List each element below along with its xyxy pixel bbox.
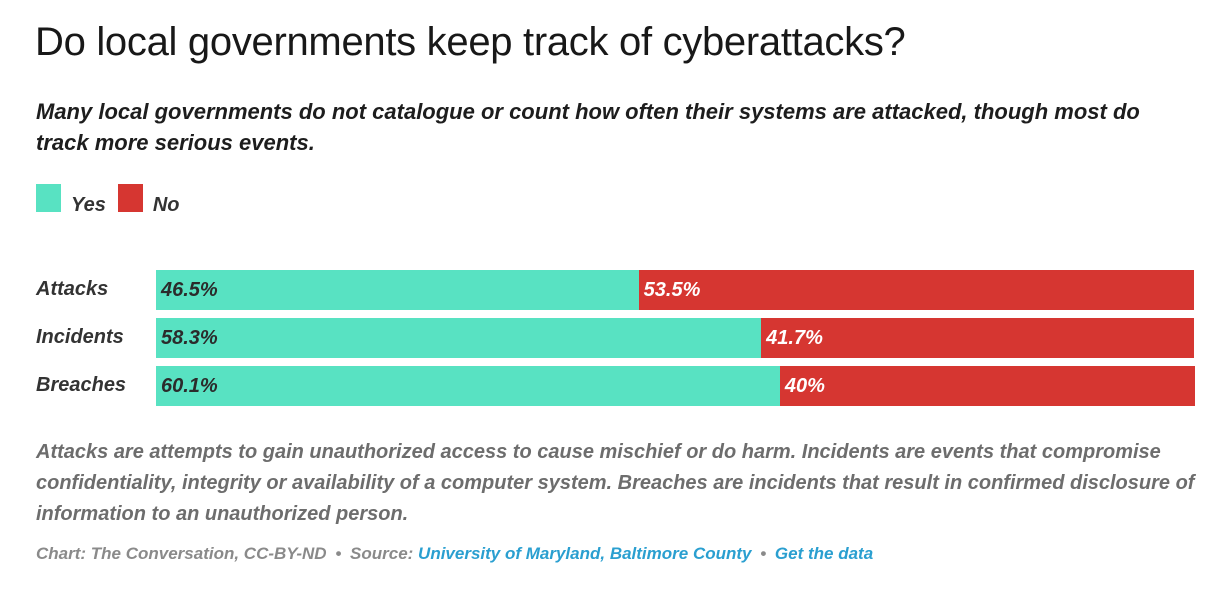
- chart-subtitle: Many local governments do not catalogue …: [36, 99, 1140, 155]
- chart-notes: Attacks are attempts to gain unauthorize…: [36, 441, 1195, 525]
- legend-label-yes: Yes: [71, 194, 106, 216]
- category-label-attacks: Attacks: [36, 278, 109, 300]
- stacked-bar-chart: Attacks 46.5% 53.5% Incidents 58.3% 41.7% Brea…: [0, 262, 1208, 412]
- chart-title: Do local governments keep track of cyber…: [35, 20, 906, 64]
- chart-credit: Chart: The Conversation, CC-BY-ND: [36, 544, 327, 563]
- chart-footer: Chart: The Conversation, CC-BY-ND • Sour…: [36, 544, 873, 564]
- data-label-breaches-yes: 60.1%: [161, 375, 218, 397]
- legend-item-no: No: [117, 184, 180, 217]
- legend: Yes No: [36, 184, 192, 217]
- source-link[interactable]: University of Maryland, Baltimore County: [418, 544, 752, 563]
- bar-attacks-no: [638, 270, 1194, 310]
- bar-breaches-no: [779, 366, 1196, 406]
- bar-incidents-no: [761, 318, 1194, 358]
- footer-separator: •: [760, 544, 767, 563]
- legend-swatch-no: [117, 184, 143, 212]
- data-label-incidents-yes: 58.3%: [161, 327, 218, 349]
- source-prefix: Source:: [350, 544, 414, 563]
- category-label-incidents: Incidents: [36, 326, 124, 348]
- data-label-incidents-no: 41.7%: [766, 327, 823, 349]
- category-label-breaches: Breaches: [36, 374, 127, 396]
- data-label-attacks-yes: 46.5%: [161, 279, 218, 301]
- bar-attacks-yes: [156, 270, 639, 310]
- legend-swatch-yes: [36, 184, 61, 212]
- data-label-attacks-no: 53.5%: [643, 279, 701, 301]
- get-the-data-link[interactable]: Get the data: [774, 544, 874, 563]
- bar-breaches-yes: [156, 366, 780, 406]
- legend-label-no: No: [152, 194, 180, 216]
- legend-item-yes: Yes: [36, 184, 106, 217]
- bar-incidents-yes: [156, 318, 762, 358]
- data-label-breaches-no: 40%: [784, 375, 825, 397]
- footer-separator: •: [335, 544, 342, 563]
